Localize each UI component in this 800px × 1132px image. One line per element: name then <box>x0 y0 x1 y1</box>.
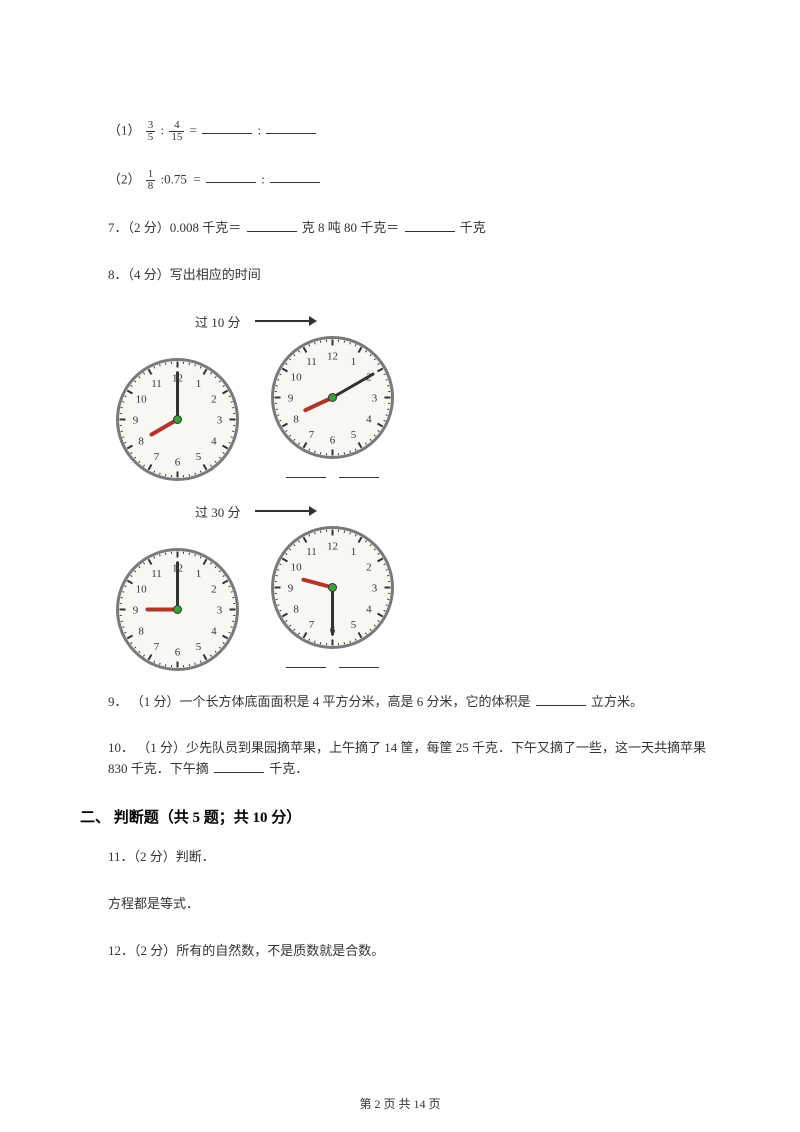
svg-text:5: 5 <box>351 618 357 630</box>
answer-blank <box>405 218 455 232</box>
svg-text:9: 9 <box>133 604 139 616</box>
svg-text:6: 6 <box>330 434 336 446</box>
question-8-header: 8．（4 分）写出相应的时间 <box>108 265 720 286</box>
question-11-line2: 方程都是等式． <box>108 894 720 915</box>
answer-blank <box>202 120 252 134</box>
q-index: （1） <box>108 122 141 137</box>
svg-text:3: 3 <box>372 392 378 404</box>
svg-text:4: 4 <box>211 625 217 637</box>
svg-text:8: 8 <box>293 603 299 615</box>
answer-blank <box>247 218 297 232</box>
svg-text:11: 11 <box>306 356 317 368</box>
svg-text:10: 10 <box>136 583 148 595</box>
svg-text:5: 5 <box>196 450 202 462</box>
question-10: 10． （1 分）少先队员到果园摘苹果，上午摘了 14 筐，每筐 25 千克．下… <box>108 738 720 780</box>
clock-label-2: 过 30 分 <box>195 502 720 521</box>
answer-blank <box>339 654 379 668</box>
svg-text:4: 4 <box>211 435 217 447</box>
question-12: 12．（2 分）所有的自然数，不是质数就是合数。 <box>108 941 720 962</box>
answer-blank <box>339 464 379 478</box>
svg-text:11: 11 <box>306 546 317 558</box>
fraction-3-5: 3 5 <box>146 120 156 143</box>
answer-blank <box>270 169 320 183</box>
svg-text:1: 1 <box>196 378 202 390</box>
answer-blank <box>266 120 316 134</box>
svg-text:7: 7 <box>154 640 160 652</box>
arrow-icon <box>255 510 315 512</box>
svg-text:5: 5 <box>196 640 202 652</box>
svg-text:9: 9 <box>288 582 294 594</box>
fraction-4-15: 4 15 <box>169 120 184 143</box>
svg-text:1: 1 <box>351 356 357 368</box>
svg-text:3: 3 <box>372 582 378 594</box>
svg-text:10: 10 <box>291 561 303 573</box>
page-footer: 第 2 页 共 14 页 <box>0 1095 800 1112</box>
question-9: 9． （1 分）一个长方体底面面积是 4 平方分米，高是 6 分米，它的体积是 … <box>108 692 720 713</box>
svg-text:10: 10 <box>136 393 148 405</box>
svg-text:10: 10 <box>291 371 303 383</box>
fraction-1-8: 1 8 <box>146 169 156 192</box>
question-ratio-1: （1） 3 5 : 4 15 = : <box>108 120 720 143</box>
svg-text:8: 8 <box>293 413 299 425</box>
question-11-line1: 11．（2 分）判断． <box>108 847 720 868</box>
svg-text:4: 4 <box>366 413 372 425</box>
answer-blank <box>286 464 326 478</box>
svg-text:12: 12 <box>327 350 338 362</box>
svg-text:7: 7 <box>309 618 315 630</box>
clock-2: 123456789101112 <box>270 335 395 482</box>
svg-text:11: 11 <box>151 568 162 580</box>
svg-text:9: 9 <box>133 414 139 426</box>
svg-text:3: 3 <box>217 604 223 616</box>
clock-1: 123456789101112 <box>115 357 240 482</box>
svg-text:2: 2 <box>211 393 217 405</box>
svg-text:12: 12 <box>327 540 338 552</box>
clock-4: 123456789101112 <box>270 525 395 672</box>
q-index: （2） <box>108 171 141 186</box>
svg-text:11: 11 <box>151 378 162 390</box>
answer-blank <box>536 692 586 706</box>
clock-group-1: 过 10 分 123456789101112 123456789101112 <box>115 312 720 482</box>
svg-text:6: 6 <box>175 456 181 468</box>
question-ratio-2: （2） 1 8 :0.75 = : <box>108 169 720 192</box>
section-2-header: 二、 判断题（共 5 题；共 10 分） <box>80 806 720 827</box>
svg-text:4: 4 <box>366 603 372 615</box>
clock-group-2: 过 30 分 123456789101112 123456789101112 <box>115 502 720 672</box>
svg-text:3: 3 <box>217 414 223 426</box>
arrow-icon <box>255 320 315 322</box>
svg-text:8: 8 <box>138 435 144 447</box>
answer-blank <box>214 759 264 773</box>
clock-3: 123456789101112 <box>115 547 240 672</box>
svg-text:6: 6 <box>175 646 181 658</box>
svg-text:9: 9 <box>288 392 294 404</box>
svg-text:7: 7 <box>309 428 315 440</box>
svg-text:1: 1 <box>351 546 357 558</box>
svg-text:7: 7 <box>154 450 160 462</box>
answer-blank <box>286 654 326 668</box>
svg-text:8: 8 <box>138 625 144 637</box>
svg-text:2: 2 <box>211 583 217 595</box>
question-7: 7．（2 分）0.008 千克＝ 克 8 吨 80 千克＝ 千克 <box>108 218 720 239</box>
answer-blank <box>206 169 256 183</box>
svg-text:2: 2 <box>366 561 372 573</box>
clock-label-1: 过 10 分 <box>195 312 720 331</box>
svg-text:1: 1 <box>196 568 202 580</box>
svg-text:5: 5 <box>351 428 357 440</box>
